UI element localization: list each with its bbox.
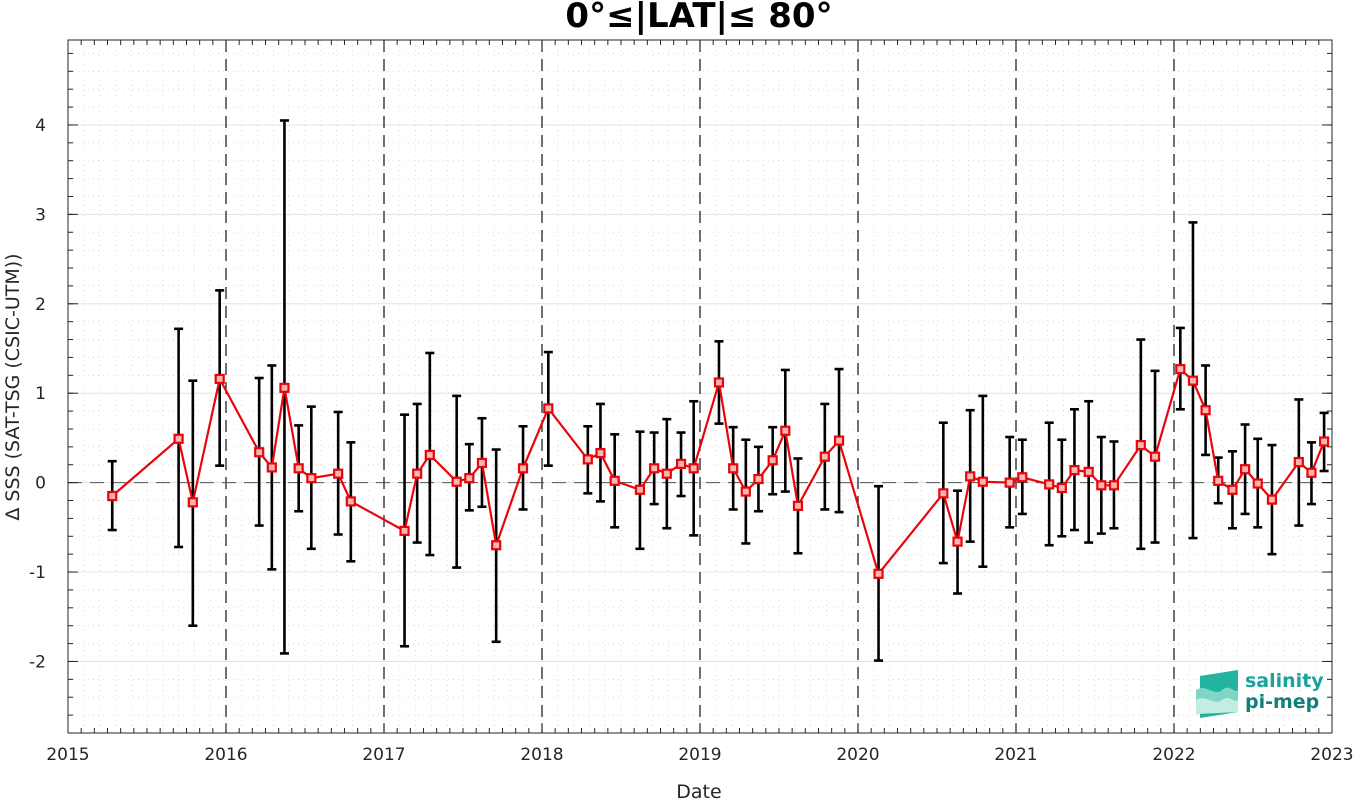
data-point xyxy=(107,490,118,502)
minor-grid xyxy=(67,40,1333,734)
data-point xyxy=(792,500,804,511)
data-point xyxy=(780,425,791,436)
data-point xyxy=(728,463,739,474)
data-point xyxy=(1044,479,1055,490)
data-point xyxy=(517,463,529,474)
data-point xyxy=(173,433,184,444)
data-point xyxy=(1306,467,1317,478)
data-point xyxy=(1200,405,1211,416)
data-point xyxy=(1004,477,1015,488)
data-point xyxy=(1056,482,1067,494)
x-tick-label: 2021 xyxy=(994,745,1037,765)
data-point xyxy=(476,457,488,469)
x-tick-label: 2016 xyxy=(204,745,247,765)
data-point xyxy=(293,463,304,474)
data-point xyxy=(819,451,830,462)
data-point xyxy=(543,403,554,414)
x-tick-label: 2019 xyxy=(678,745,721,765)
data-point xyxy=(279,382,290,393)
data-point xyxy=(582,454,593,465)
data-point xyxy=(451,476,462,487)
y-tick-label: 2 xyxy=(35,295,46,315)
data-point xyxy=(1135,439,1146,451)
data-point xyxy=(1096,480,1107,491)
data-point xyxy=(767,455,778,466)
y-tick-label: 3 xyxy=(35,205,46,225)
data-point xyxy=(214,373,225,384)
data-point xyxy=(306,473,317,484)
data-point xyxy=(1069,465,1080,476)
data-point xyxy=(1175,363,1186,375)
x-axis-label: Date xyxy=(676,781,721,801)
data-point xyxy=(753,473,764,485)
logo-mark-icon xyxy=(1196,670,1238,718)
data-point xyxy=(1083,466,1094,477)
data-point xyxy=(1293,456,1304,468)
x-tick-label: 2018 xyxy=(520,745,563,765)
data-point xyxy=(1252,478,1263,489)
data-point xyxy=(333,468,344,479)
year-divider-lines xyxy=(225,40,1175,733)
data-point xyxy=(833,435,845,446)
data-point xyxy=(1108,480,1120,491)
y-tick-labels: -2 -1 0 1 2 3 4 xyxy=(29,116,46,673)
data-point xyxy=(1227,484,1238,495)
y-tick-label: -1 xyxy=(29,563,46,583)
data-point xyxy=(424,449,435,461)
y-tick-label: 4 xyxy=(35,116,46,136)
data-point xyxy=(965,471,976,482)
data-point xyxy=(1187,375,1199,386)
data-point xyxy=(713,377,725,388)
x-tick-labels: 2015 2016 2017 2018 2019 2020 2021 2022 2023 xyxy=(46,745,1353,765)
data-point xyxy=(1266,494,1278,505)
y-tick-label: 0 xyxy=(35,474,46,494)
salinity-pi-mep-logo: salinity pi-mep xyxy=(1196,670,1324,718)
data-point xyxy=(649,463,660,474)
data-point xyxy=(1017,472,1028,483)
data-point xyxy=(1318,436,1330,447)
data-point xyxy=(661,468,672,479)
data-point xyxy=(634,484,646,495)
data-point xyxy=(688,463,699,474)
data-point xyxy=(266,462,277,473)
data-point xyxy=(187,497,198,508)
y-tick-label: 1 xyxy=(35,384,46,404)
data-point xyxy=(675,458,687,469)
data-point xyxy=(977,476,988,487)
x-tick-label: 2020 xyxy=(836,745,879,765)
y-tick-label: -2 xyxy=(29,652,46,672)
data-point xyxy=(938,488,949,499)
data-point xyxy=(1149,451,1161,462)
data-point xyxy=(873,568,884,579)
data-point xyxy=(609,475,620,486)
axis-ticks xyxy=(67,40,1333,734)
x-tick-label: 2017 xyxy=(362,745,405,765)
data-point xyxy=(1213,475,1224,486)
data-point xyxy=(952,536,963,547)
x-tick-label: 2015 xyxy=(46,745,89,765)
data-point xyxy=(491,540,502,551)
x-tick-label: 2022 xyxy=(1152,745,1195,765)
series-markers xyxy=(107,363,1330,579)
data-point xyxy=(595,448,606,459)
logo-text-salinity: salinity xyxy=(1245,670,1324,692)
chart-title: 0°≤|LAT|≤ 80° xyxy=(565,0,832,36)
data-point xyxy=(254,447,265,458)
x-tick-label: 2023 xyxy=(1310,745,1353,765)
data-point xyxy=(399,525,410,537)
y-axis-label: Δ SSS (SAT-TSG (CSIC-UTM)) xyxy=(2,253,24,520)
data-point xyxy=(740,486,751,497)
data-point xyxy=(412,468,423,479)
data-point xyxy=(1239,464,1251,475)
data-point xyxy=(345,496,356,507)
logo-text-pi-mep: pi-mep xyxy=(1245,691,1319,713)
data-point xyxy=(464,473,475,484)
